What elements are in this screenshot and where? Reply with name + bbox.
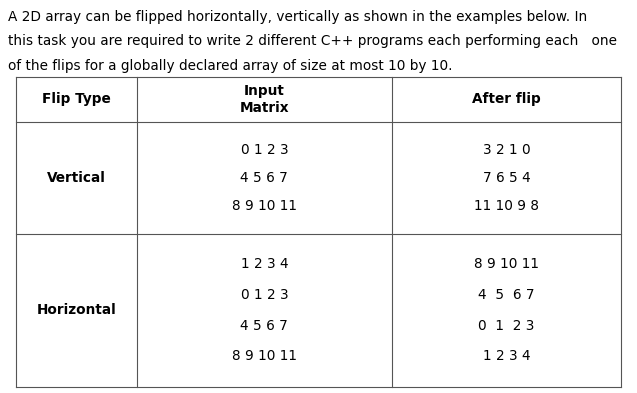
Text: After flip: After flip <box>472 92 541 106</box>
Text: this task you are required to write 2 different C++ programs each performing eac: this task you are required to write 2 di… <box>8 34 617 48</box>
Text: 4 5 6 7: 4 5 6 7 <box>241 319 288 333</box>
Text: 0  1  2 3: 0 1 2 3 <box>478 319 534 333</box>
Text: A 2D array can be flipped horizontally, vertically as shown in the examples belo: A 2D array can be flipped horizontally, … <box>8 10 587 24</box>
Text: 3 2 1 0: 3 2 1 0 <box>483 143 530 157</box>
Text: 4  5  6 7: 4 5 6 7 <box>478 288 534 302</box>
Text: 8 9 10 11: 8 9 10 11 <box>232 199 297 213</box>
Text: Input
Matrix: Input Matrix <box>240 84 289 115</box>
Text: 8 9 10 11: 8 9 10 11 <box>232 349 297 364</box>
Text: 1 2 3 4: 1 2 3 4 <box>483 349 530 364</box>
Text: Vertical: Vertical <box>47 171 106 185</box>
Text: 1 2 3 4: 1 2 3 4 <box>241 257 288 272</box>
Text: of the flips for a globally declared array of size at most 10 by 10.: of the flips for a globally declared arr… <box>8 59 452 73</box>
Text: 11 10 9 8: 11 10 9 8 <box>474 199 539 213</box>
Text: Flip Type: Flip Type <box>42 92 111 106</box>
Text: 4 5 6 7: 4 5 6 7 <box>241 171 288 185</box>
Text: 0 1 2 3: 0 1 2 3 <box>241 143 288 157</box>
Text: 0 1 2 3: 0 1 2 3 <box>241 288 288 302</box>
Text: Horizontal: Horizontal <box>36 303 117 318</box>
Text: 8 9 10 11: 8 9 10 11 <box>474 257 539 272</box>
Text: 7 6 5 4: 7 6 5 4 <box>483 171 530 185</box>
